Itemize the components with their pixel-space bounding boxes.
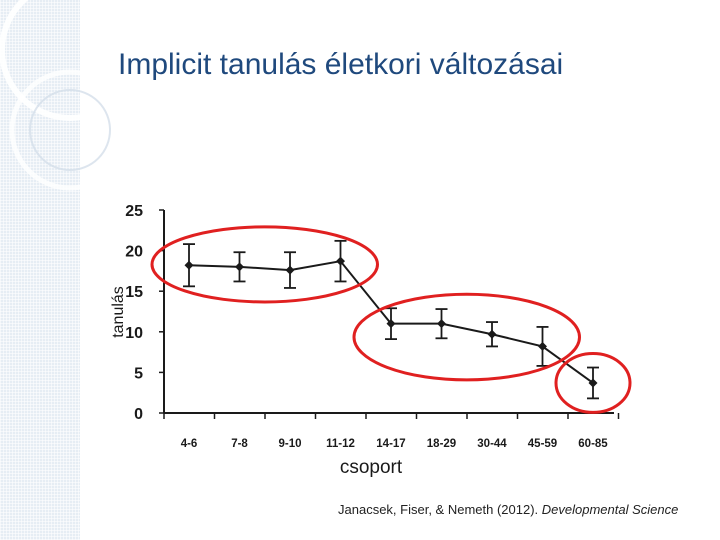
data-point (437, 319, 446, 329)
data-point (336, 256, 345, 266)
y-tick-label: 20 (125, 244, 143, 261)
data-point (487, 329, 497, 339)
highlight-ellipse (150, 225, 379, 304)
slide-title: Implicit tanulás életkori változásai (118, 48, 564, 81)
x-tick-label: 9-10 (278, 438, 301, 450)
y-axis-title: tanulás (110, 286, 127, 338)
y-tick-label: 15 (125, 284, 143, 301)
highlight-ellipse (554, 352, 632, 414)
x-tick-label: 18-29 (427, 438, 456, 450)
data-point (184, 260, 194, 270)
citation-authors: Janacsek, Fiser, & Nemeth (2012). (338, 502, 542, 517)
decorative-circles (0, 0, 141, 191)
y-tick-label: 0 (134, 406, 143, 423)
x-tick-label: 7-8 (231, 438, 248, 450)
x-tick-label: 11-12 (326, 438, 355, 450)
citation: Janacsek, Fiser, & Nemeth (2012). Develo… (338, 502, 678, 517)
y-tick-label: 5 (134, 365, 143, 382)
data-point (235, 262, 244, 272)
x-axis-title: csoport (340, 457, 403, 478)
x-tick-label: 45-59 (528, 438, 557, 450)
data-point (386, 319, 396, 329)
highlight-ellipse (352, 292, 581, 382)
x-tick-label: 60-85 (578, 438, 608, 450)
data-point (285, 265, 295, 275)
x-tick-label: 4-6 (181, 438, 198, 450)
data-point (538, 341, 547, 351)
y-tick-label: 10 (125, 325, 143, 342)
x-tick-label: 14-17 (376, 438, 405, 450)
data-point (588, 378, 598, 388)
y-tick-label: 25 (125, 203, 143, 220)
x-tick-label: 30-44 (477, 438, 507, 450)
citation-journal: Developmental Science (541, 502, 679, 517)
